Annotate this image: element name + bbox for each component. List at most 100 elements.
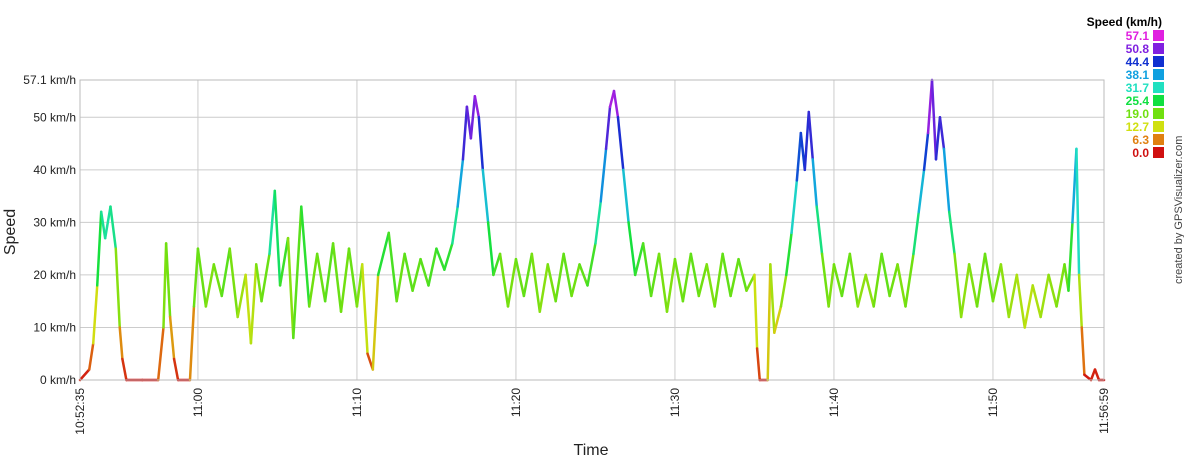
speed-segment [657, 252, 669, 313]
legend-swatch [1153, 147, 1164, 158]
speed-segment [848, 252, 860, 308]
speed-segment [967, 263, 979, 308]
speed-segment [212, 263, 224, 298]
speed-segment [815, 205, 824, 256]
speed-segment [514, 257, 526, 298]
speed-segment [395, 252, 406, 303]
speed-segment [88, 341, 95, 371]
x-axis-title: Time [574, 442, 609, 459]
legend-swatch [1153, 82, 1164, 93]
speed-segment [689, 252, 701, 298]
speed-segment [249, 263, 258, 345]
speed-segment [807, 110, 815, 161]
speed-segment [947, 210, 956, 256]
speed-segment [999, 263, 1011, 319]
speed-segment [745, 273, 756, 292]
speed-segment [347, 247, 359, 308]
speed-segment [1075, 147, 1081, 277]
speed-segment [562, 252, 573, 298]
speed-segment [917, 168, 926, 214]
legend-title: Speed (km/h) [1087, 15, 1162, 29]
speed-segment [633, 242, 645, 277]
speed-segment [486, 221, 495, 277]
speed-segment [196, 247, 208, 308]
speed-segment [443, 242, 454, 271]
speed-segment [1023, 284, 1034, 329]
speed-segment [268, 189, 277, 256]
speed-segment [755, 347, 762, 382]
legend-value: 44.4 [1126, 55, 1150, 69]
speed-segment [811, 158, 818, 208]
speed-segment [522, 252, 534, 298]
speed-segment [461, 105, 469, 161]
speed-segment [737, 257, 748, 292]
legend-swatch [1153, 69, 1164, 80]
speed-segment [419, 257, 430, 287]
speed-segment [109, 205, 118, 250]
speed-segment [473, 95, 481, 119]
speed-segment [930, 78, 938, 161]
speed-segment [244, 273, 253, 345]
speed-segment [204, 263, 216, 308]
speed-segment [959, 263, 971, 319]
legend-value: 31.7 [1126, 81, 1150, 95]
speed-segment [427, 247, 438, 287]
speed-segment [456, 158, 465, 208]
speed-segment [1093, 368, 1101, 382]
speed-segment [451, 205, 459, 245]
speed-segment [622, 168, 630, 224]
speed-segment [164, 242, 172, 319]
speed-segment [820, 252, 830, 308]
speed-segment [934, 116, 942, 161]
speed-segment [604, 105, 612, 151]
speed-segment [616, 116, 625, 172]
y-tick-label: 30 km/h [33, 215, 76, 229]
speed-segment [254, 263, 263, 303]
speed-segment [538, 263, 549, 313]
speed-segment [832, 263, 844, 298]
speed-segment [307, 252, 319, 308]
credit-text: created by GPSVisualizer.com [1173, 136, 1184, 284]
speed-segment [795, 131, 803, 182]
speed-segment [641, 242, 653, 298]
legend-swatch [1153, 95, 1164, 106]
speed-segment [766, 263, 772, 382]
speed-segment [599, 147, 608, 203]
legend-value: 12.7 [1126, 120, 1150, 134]
speed-segment [713, 252, 724, 308]
speed-segment [1015, 273, 1027, 329]
speed-segment [872, 252, 883, 308]
y-tick-label: 20 km/h [33, 268, 76, 282]
legend-value: 6.3 [1132, 133, 1149, 147]
speed-segment [554, 252, 565, 303]
speed-segment [975, 252, 987, 308]
legend-value: 19.0 [1126, 107, 1150, 121]
speed-segment [1007, 273, 1019, 319]
y-tick-label: 10 km/h [33, 320, 76, 334]
speed-segment [991, 263, 1003, 303]
speed-segment [286, 236, 295, 340]
legend-value: 25.4 [1126, 94, 1150, 108]
speed-segment [912, 210, 921, 256]
speed-segment [78, 368, 91, 382]
x-axis-ticks: 10:52:35 11:00 11:10 11:20 11:30 11:40 11:50 11… [73, 388, 1111, 435]
speed-segment [942, 147, 951, 214]
speed-segment [103, 205, 112, 240]
speed-segment [729, 257, 740, 298]
speed-segment [99, 210, 107, 240]
speed-segment [530, 252, 542, 313]
speed-segment [403, 252, 414, 292]
plot-frame [79, 79, 1105, 381]
x-tick-label: 11:30 [668, 388, 682, 417]
x-tick-label: 11:56:59 [1097, 388, 1111, 434]
speed-segment [168, 315, 176, 361]
legend-value: 0.0 [1132, 146, 1149, 160]
speed-segment [681, 252, 693, 303]
speed-segment [983, 252, 995, 303]
speed-segment [435, 247, 446, 271]
speed-segment [570, 263, 581, 298]
legend-swatch [1153, 134, 1164, 145]
legend-swatch [1153, 121, 1164, 132]
speed-segment [355, 263, 364, 308]
